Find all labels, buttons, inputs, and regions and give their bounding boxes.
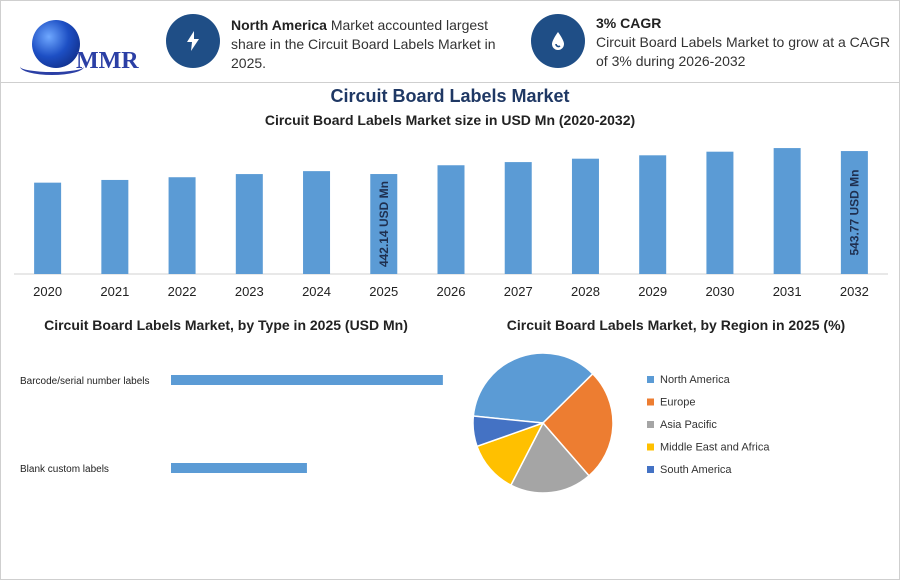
bar-2025 [370,174,398,274]
cagr-info: 3% CAGR Circuit Board Labels Market to g… [596,14,891,71]
legend-swatch-4 [647,466,654,473]
cagr-title: 3% CAGR [596,15,662,31]
type-chart-title: Circuit Board Labels Market, by Type in … [44,317,408,333]
region-chart-title: Circuit Board Labels Market, by Region i… [506,317,846,333]
market-size-bar-chart: 2020 2021 2022 2023 2024 2025 2026 2027 2028 2029… [14,148,888,299]
legend-swatch-2 [647,421,654,428]
x-tick-label-2031: 2031 [773,284,802,299]
logo-text: MMR [76,48,139,74]
north-america-info-text: Market accounted largest share in the Ci… [231,17,496,71]
x-tick-label-2020: 2020 [33,284,62,299]
bar-2031 [773,148,801,274]
type-bar-1 [171,463,307,473]
bar-2022 [168,177,196,274]
x-tick-label-2022: 2022 [168,284,197,299]
cagr-text: Circuit Board Labels Market to grow at a… [596,34,891,69]
bar-2029 [639,155,667,274]
legend-swatch-1 [647,398,654,406]
x-tick-label-2021: 2021 [100,284,129,299]
legend-swatch-3 [647,443,654,451]
pie-slice-0 [472,352,594,424]
header-divider [0,82,900,83]
x-tick-label-2032: 2032 [840,284,869,299]
north-america-info: North America Market accounted largest s… [231,16,501,73]
legend-label-1: Europe [660,397,695,409]
data-label-2025: 442.14 USD Mn [377,181,391,267]
bar-2030 [706,151,734,274]
legend-label-3: Middle East and Africa [660,442,770,454]
x-tick-label-2026: 2026 [437,284,466,299]
bar-2023 [235,174,263,274]
type-bar-0 [171,375,443,385]
pie-slice-4 [472,415,544,448]
legend-label-0: North America [660,374,731,386]
market-size-chart-title: Circuit Board Labels Market size in USD … [264,112,636,128]
x-tick-label-2030: 2030 [705,284,734,299]
pie-slice-1 [541,372,614,477]
page-title: Circuit Board Labels Market [330,86,570,106]
company-logo: MMR [18,14,139,78]
x-tick-label-2023: 2023 [235,284,264,299]
bar-2026 [437,165,465,274]
x-tick-label-2029: 2029 [638,284,667,299]
type-label-0: Barcode/serial number labels [20,376,150,387]
bar-2020 [34,182,62,274]
bar-2027 [504,162,532,274]
drop-icon [531,14,585,68]
x-tick-label-2027: 2027 [504,284,533,299]
x-tick-label-2025: 2025 [369,284,398,299]
lightning-icon [166,14,220,68]
pie-slice-2 [509,421,591,494]
x-tick-label-2028: 2028 [571,284,600,299]
type-label-1: Blank custom labels [20,464,109,475]
bar-2021 [101,179,129,274]
x-tick-label-2024: 2024 [302,284,331,299]
logo-swoosh [20,58,84,75]
type-bar-chart: Barcode/serial number labels Blank custom… [20,375,443,475]
legend-swatch-0 [647,376,654,383]
bar-2028 [571,158,599,274]
north-america-info-bold: North America [231,17,327,33]
bar-2024 [303,171,331,274]
region-pie-chart: North America Europe Asia Pacific Middle Ea… [472,352,770,494]
bar-2032 [840,151,868,274]
legend-label-2: Asia Pacific [660,419,717,431]
data-label-2032: 543.77 USD Mn [847,170,861,256]
legend-label-4: South America [660,464,732,476]
